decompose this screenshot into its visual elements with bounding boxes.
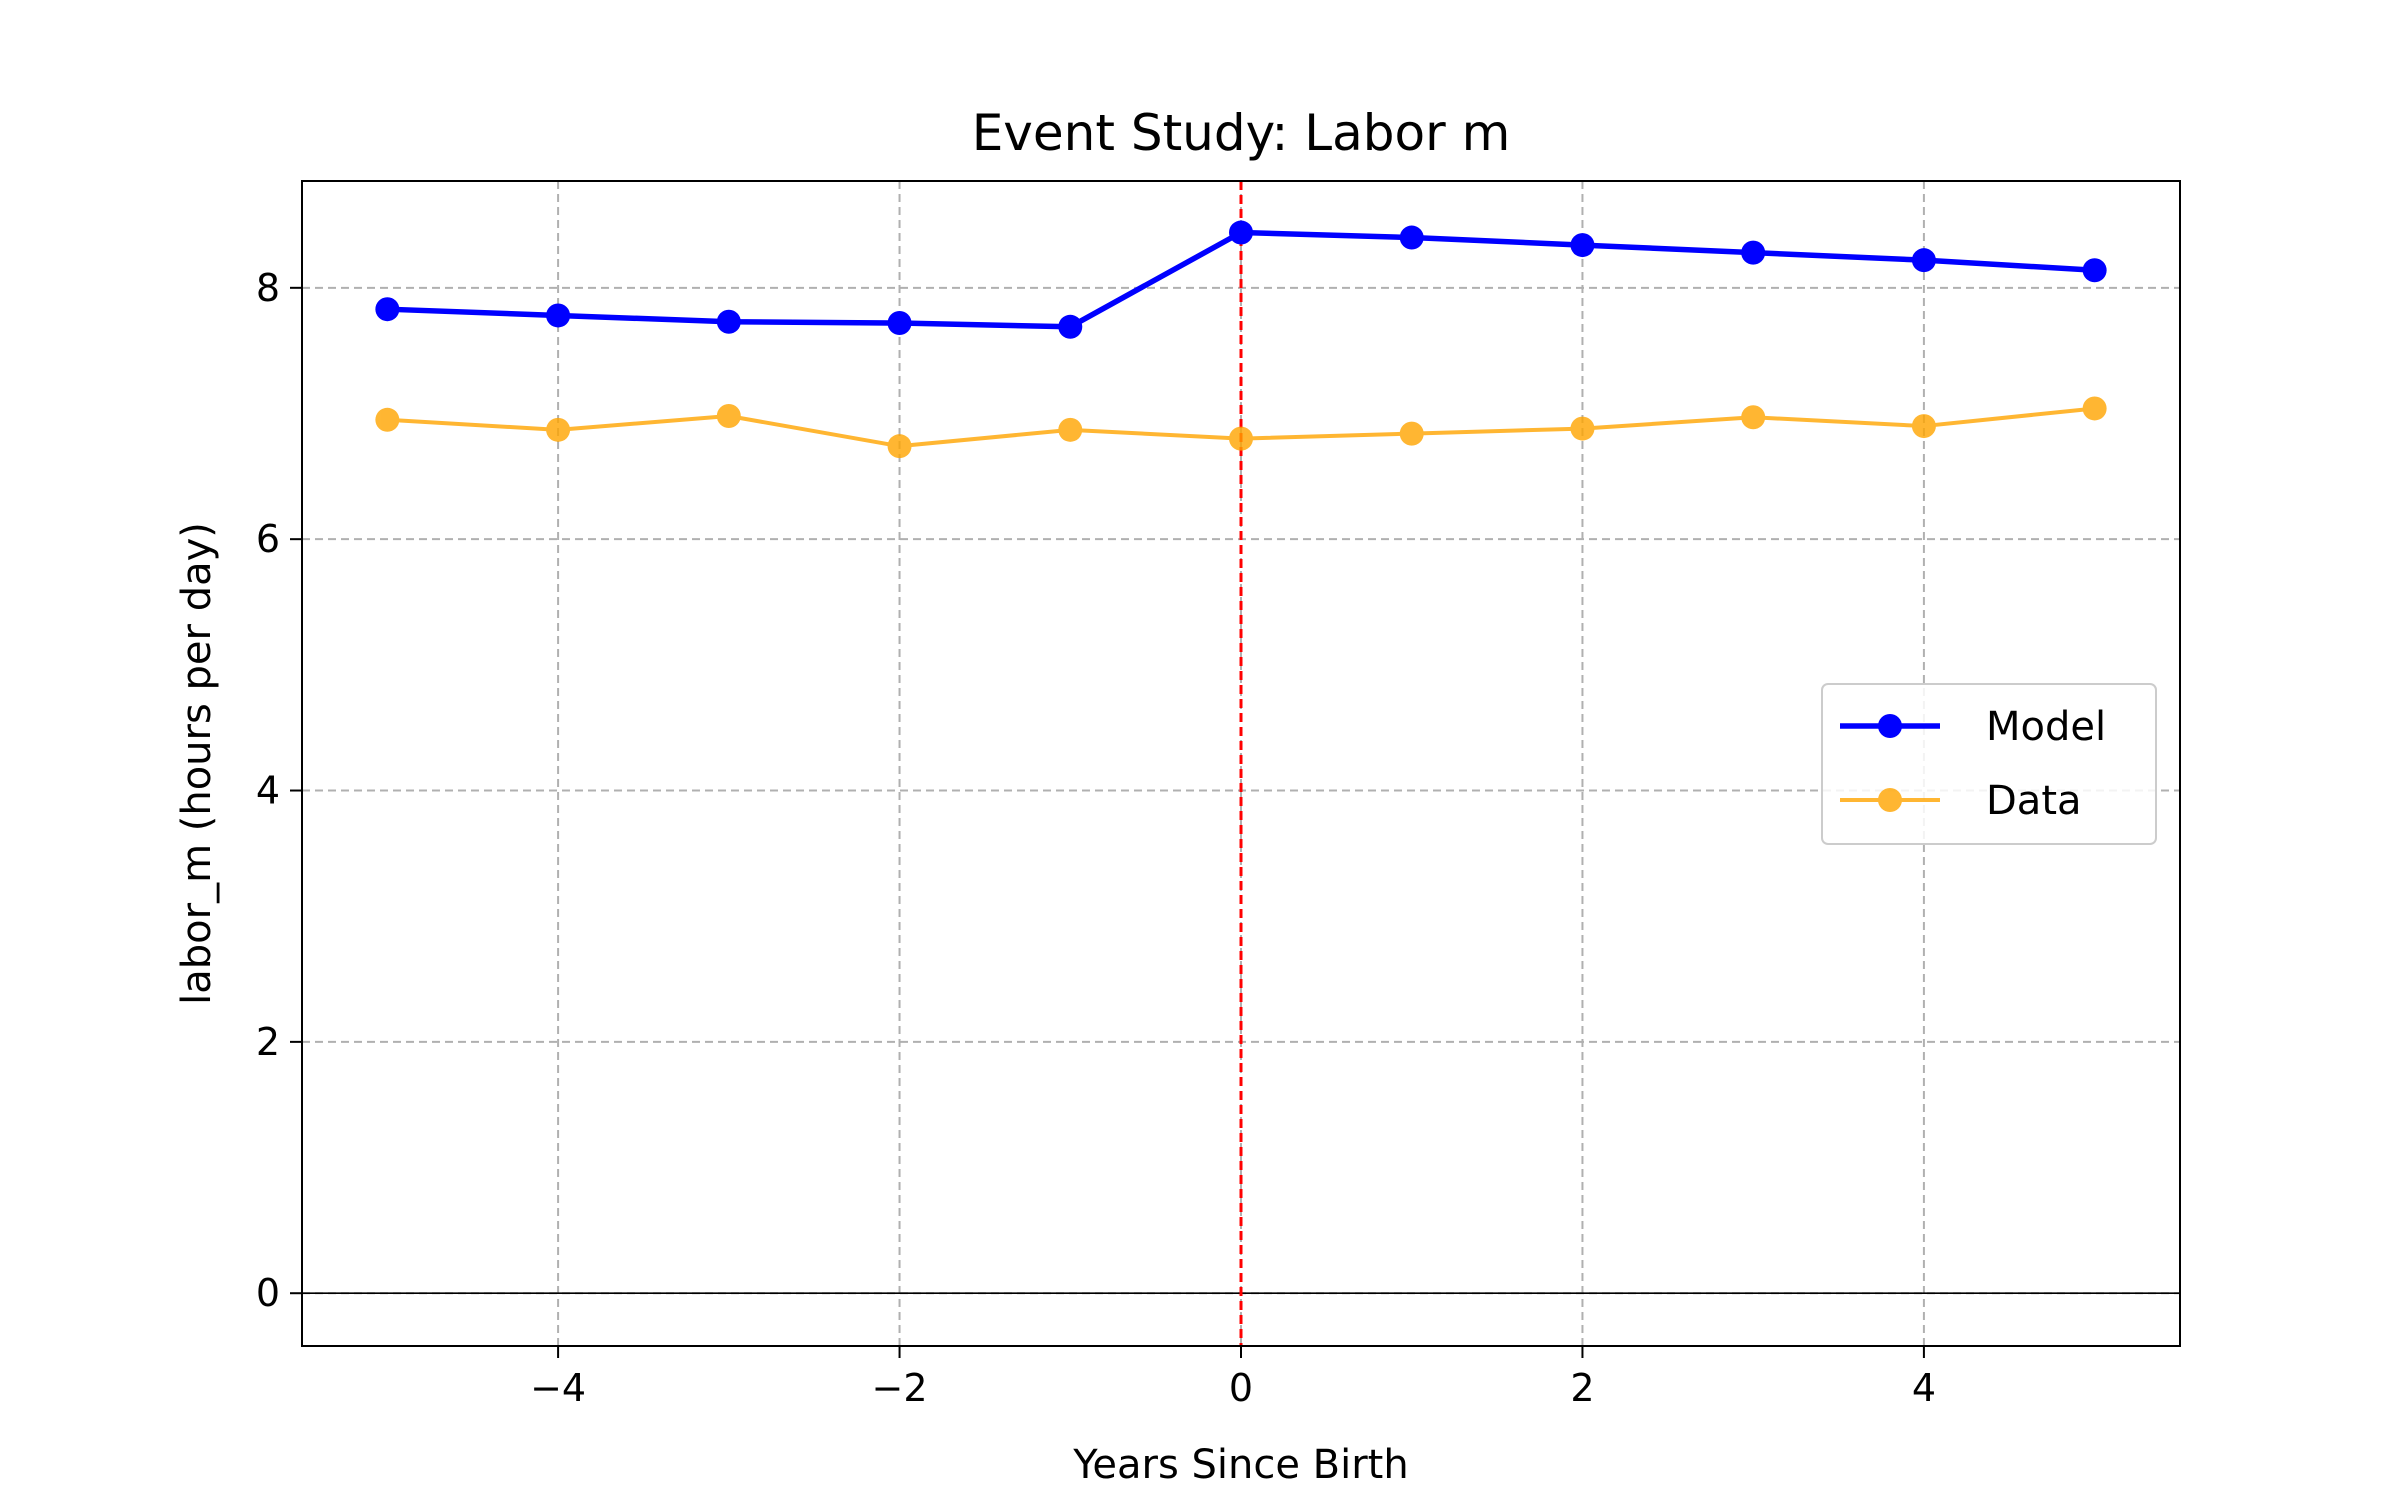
x-tick-label: 0 [1229, 1366, 1253, 1410]
axis-ticks: −4 −2 0 2 4 0 2 4 6 8 [256, 266, 1936, 1410]
chart-title: Event Study: Labor m [972, 104, 1511, 162]
legend: Model Data [1821, 683, 2157, 845]
data-point-model [1570, 233, 1595, 258]
data-point-data [1399, 421, 1424, 446]
data-point-data [716, 404, 741, 429]
x-tick-label: −4 [530, 1366, 586, 1410]
y-tick-label: 2 [256, 1020, 280, 1064]
data-point-data [1229, 426, 1253, 451]
data-point-data [1058, 417, 1083, 442]
data-point-data [1911, 414, 1936, 439]
legend-entry-data [1840, 788, 1940, 812]
x-axis-label: Years Since Birth [1072, 1442, 1408, 1488]
data-point-data [546, 417, 571, 442]
legend-marker [1878, 714, 1902, 738]
series-data [375, 396, 2107, 459]
legend-label: Data [1986, 778, 2082, 824]
y-tick-label: 0 [256, 1271, 280, 1315]
x-tick-label: 2 [1570, 1366, 1594, 1410]
data-point-model [1399, 225, 1424, 250]
reference-lines [302, 181, 2180, 1346]
data-point-data [1741, 405, 1766, 430]
data-point-model [887, 311, 912, 336]
series-model [375, 220, 2107, 339]
legend-marker [1878, 788, 1902, 812]
legend-label: Model [1986, 704, 2106, 750]
data-point-model [1058, 314, 1083, 339]
data-point-model [1741, 240, 1766, 265]
y-axis-label: labor_m (hours per day) [174, 522, 220, 1005]
legend-entry-model [1840, 714, 1940, 738]
data-point-data [887, 434, 912, 459]
data-point-model [2082, 258, 2107, 283]
x-tick-label: 4 [1912, 1366, 1936, 1410]
data-point-model [1229, 220, 1253, 245]
y-tick-label: 8 [256, 266, 280, 310]
data-point-data [1570, 416, 1595, 441]
x-tick-label: −2 [872, 1366, 928, 1410]
y-tick-label: 4 [256, 769, 280, 813]
data-point-model [375, 297, 400, 322]
data-point-model [716, 309, 741, 334]
data-point-data [2082, 396, 2107, 421]
data-point-data [375, 407, 400, 432]
data-point-model [1911, 248, 1936, 273]
y-tick-label: 6 [256, 517, 280, 561]
data-point-model [546, 303, 571, 328]
series-layer [375, 220, 2107, 459]
